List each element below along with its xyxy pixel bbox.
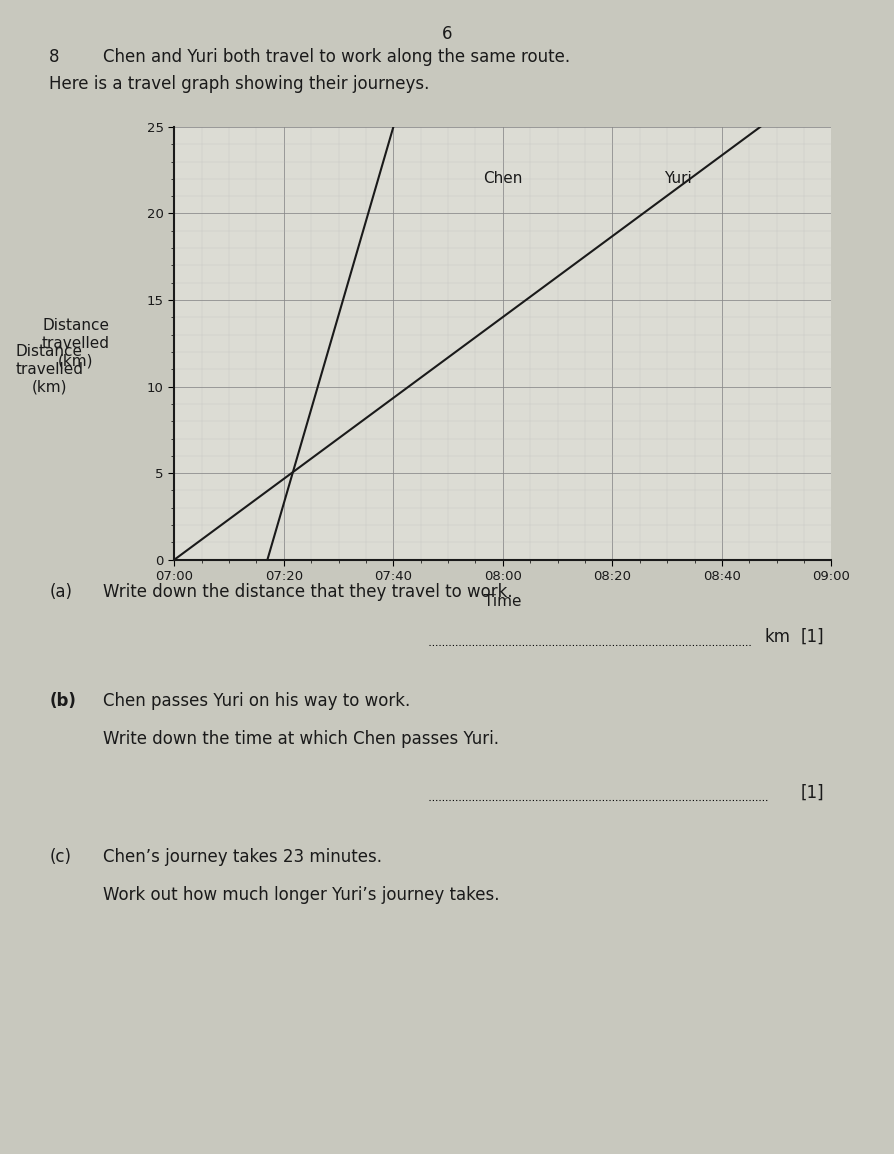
Text: Here is a travel graph showing their journeys.: Here is a travel graph showing their jou… xyxy=(49,75,429,93)
Text: km: km xyxy=(764,628,790,646)
Text: (b): (b) xyxy=(49,692,76,711)
Text: (c): (c) xyxy=(49,848,72,867)
Text: (a): (a) xyxy=(49,583,72,601)
Text: [1]: [1] xyxy=(800,628,823,646)
Text: Chen: Chen xyxy=(483,172,523,186)
Text: Yuri: Yuri xyxy=(664,172,692,186)
Text: Write down the time at which Chen passes Yuri.: Write down the time at which Chen passes… xyxy=(103,730,499,749)
Text: Work out how much longer Yuri’s journey takes.: Work out how much longer Yuri’s journey … xyxy=(103,886,500,905)
Text: Chen’s journey takes 23 minutes.: Chen’s journey takes 23 minutes. xyxy=(103,848,382,867)
Text: Chen passes Yuri on his way to work.: Chen passes Yuri on his way to work. xyxy=(103,692,410,711)
X-axis label: Time: Time xyxy=(485,594,521,609)
Text: 6: 6 xyxy=(442,25,452,44)
Text: Distance
travelled
(km): Distance travelled (km) xyxy=(42,319,110,368)
Text: Distance
travelled
(km): Distance travelled (km) xyxy=(15,344,83,395)
Text: Write down the distance that they travel to work.: Write down the distance that they travel… xyxy=(103,583,512,601)
Text: 8: 8 xyxy=(49,48,60,67)
Text: Chen and Yuri both travel to work along the same route.: Chen and Yuri both travel to work along … xyxy=(103,48,570,67)
Text: [1]: [1] xyxy=(800,784,823,802)
